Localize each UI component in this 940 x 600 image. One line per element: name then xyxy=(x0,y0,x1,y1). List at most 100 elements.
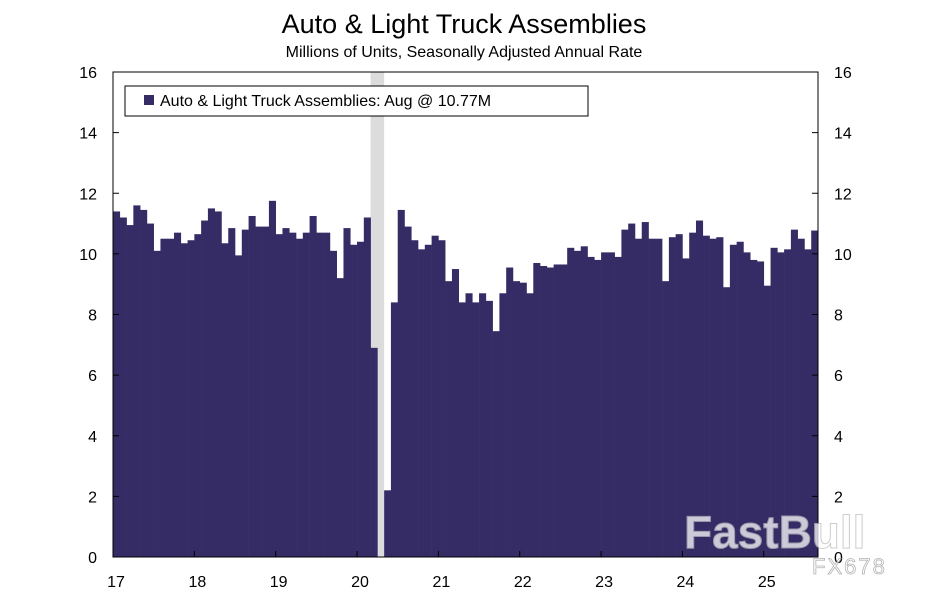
y-tick-label-left: 4 xyxy=(88,429,97,446)
y-tick-label-left: 0 xyxy=(88,550,97,567)
watermark: FastBull FX678 xyxy=(684,506,887,580)
bar xyxy=(533,262,541,557)
y-tick-label-left: 6 xyxy=(88,368,97,385)
bar xyxy=(268,200,276,557)
bar xyxy=(736,241,744,557)
y-tick-label-left: 16 xyxy=(79,65,97,82)
bar xyxy=(553,264,561,557)
bar xyxy=(594,259,602,557)
y-tick-label-right: 14 xyxy=(834,126,852,143)
y-tick-label-right: 16 xyxy=(834,65,852,82)
bar xyxy=(695,220,704,557)
bar xyxy=(472,302,480,558)
bar xyxy=(438,240,446,558)
bar xyxy=(241,229,249,558)
bar xyxy=(675,234,683,558)
bar xyxy=(126,225,134,557)
bar xyxy=(363,217,371,557)
legend-swatch xyxy=(144,95,154,105)
y-tick-label-right: 6 xyxy=(834,368,843,385)
bar xyxy=(763,285,771,557)
bar xyxy=(479,293,487,557)
watermark-brand: FastBull xyxy=(684,506,865,558)
x-tick-label: 23 xyxy=(595,574,613,591)
y-tick-label-left: 8 xyxy=(88,308,97,325)
bar xyxy=(512,281,521,557)
bar xyxy=(540,266,548,557)
bar xyxy=(716,237,724,557)
bar xyxy=(146,223,154,557)
bar xyxy=(689,232,697,557)
bar xyxy=(180,243,188,557)
bar xyxy=(723,287,731,557)
bar xyxy=(580,246,588,558)
bar xyxy=(811,230,819,557)
bar xyxy=(614,256,622,557)
bar xyxy=(357,241,365,557)
bar xyxy=(228,228,236,558)
bar xyxy=(153,250,161,557)
y-tick-label-right: 2 xyxy=(834,489,843,506)
y-tick-label-left: 12 xyxy=(79,186,97,203)
bar xyxy=(492,331,500,557)
y-tick-label-left: 2 xyxy=(88,489,97,506)
y-tick-label-right: 8 xyxy=(834,308,843,325)
bar xyxy=(465,293,473,557)
bar xyxy=(302,232,310,557)
bar xyxy=(336,278,344,558)
bar xyxy=(648,238,656,557)
bar xyxy=(485,300,493,557)
legend: Auto & Light Truck Assemblies: Aug @ 10.… xyxy=(124,85,589,117)
bar xyxy=(458,302,466,558)
bar xyxy=(451,269,460,557)
bar xyxy=(248,215,256,558)
x-tick-label: 18 xyxy=(188,574,206,591)
bar xyxy=(343,228,351,558)
bar xyxy=(289,232,297,557)
bar xyxy=(702,235,710,557)
bar xyxy=(160,238,168,557)
bar xyxy=(255,226,263,557)
bar xyxy=(221,243,229,557)
bar xyxy=(390,302,399,558)
bar xyxy=(729,244,737,557)
bar xyxy=(350,244,358,557)
bar xyxy=(296,238,304,557)
bar xyxy=(546,267,554,557)
bar xyxy=(628,223,636,557)
bar xyxy=(282,228,290,558)
bar xyxy=(329,250,337,557)
bar xyxy=(113,211,121,557)
bar xyxy=(384,490,392,557)
bar xyxy=(607,252,615,558)
bar xyxy=(655,238,663,557)
bar xyxy=(445,281,453,557)
y-tick-label-left: 10 xyxy=(79,247,97,264)
bar xyxy=(601,252,609,558)
bar xyxy=(756,261,765,557)
bar xyxy=(411,240,419,558)
watermark-code: FX678 xyxy=(812,554,887,579)
bar xyxy=(397,209,405,558)
x-tick-label: 19 xyxy=(270,574,288,591)
x-tick-label: 20 xyxy=(351,574,369,591)
x-tick-label: 22 xyxy=(514,574,532,591)
bar xyxy=(370,347,378,557)
bar xyxy=(641,222,649,558)
x-axis: 17 18 19 20 21 22 23 24 25 xyxy=(107,551,776,591)
y-tick-label-left: 14 xyxy=(79,126,97,143)
bar xyxy=(424,244,432,557)
bar xyxy=(804,249,812,557)
x-tick-label: 25 xyxy=(758,574,776,591)
bar xyxy=(567,247,575,557)
x-tick-label: 24 xyxy=(677,574,695,591)
bar xyxy=(499,293,507,557)
bar xyxy=(506,267,514,557)
bar xyxy=(526,293,534,557)
y-tick-label-right: 10 xyxy=(834,247,852,264)
bar xyxy=(309,215,317,558)
bar xyxy=(621,229,629,558)
chart-title: Auto & Light Truck Assemblies xyxy=(282,9,647,39)
bar xyxy=(560,264,568,557)
